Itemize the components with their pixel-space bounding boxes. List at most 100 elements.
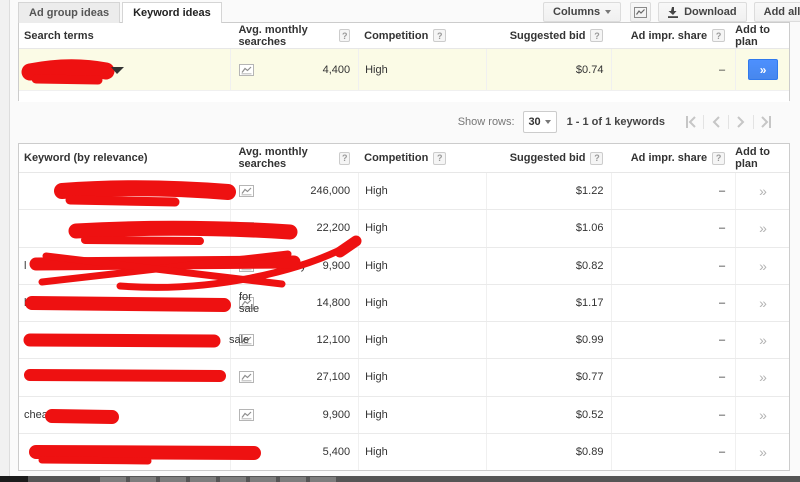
add-to-plan-button[interactable]: » <box>759 220 767 237</box>
line-chart-icon[interactable] <box>239 63 255 76</box>
chevron-down-icon <box>544 120 551 124</box>
help-icon[interactable]: ? <box>433 151 447 165</box>
ad-impr-share-value: – <box>611 210 735 247</box>
add-to-plan-button[interactable]: » <box>759 443 767 460</box>
line-chart-icon[interactable] <box>239 445 255 458</box>
col-header-suggested-bid: Suggested bid ? <box>486 29 612 42</box>
table-row: 27,100 High $0.77 – » <box>19 359 789 397</box>
keyword-cell: sale <box>19 322 249 358</box>
competition-value: High <box>358 396 486 433</box>
keyword-visible-suffix: for sale <box>239 290 260 315</box>
add-to-plan-button[interactable]: » <box>747 59 778 80</box>
add-to-plan-button[interactable]: » <box>759 257 767 274</box>
suggested-bid-value: $0.99 <box>485 322 612 359</box>
keyword-ideas-panel: Keyword (by relevance) Avg. monthly sear… <box>18 143 790 471</box>
search-terms-panel: Search terms Avg. monthly searches ? Com… <box>18 22 790 102</box>
competition-value: High <box>358 210 486 247</box>
suggested-bid-value: $1.22 <box>485 173 612 210</box>
taskbar-sliver <box>0 476 800 482</box>
add-all-button[interactable]: Add all (697) <box>753 2 800 22</box>
col-header-ad-impr-share: Ad impr. share ? <box>611 29 735 42</box>
help-icon[interactable]: ? <box>712 29 726 42</box>
download-button[interactable]: Download <box>658 2 747 22</box>
keyword-cell <box>19 210 230 246</box>
keyword-visible-suffix: ry <box>297 259 307 272</box>
competition-value: High <box>358 247 486 284</box>
col-header-competition: Competition ? <box>358 151 486 165</box>
pager-controls <box>679 113 778 131</box>
keyword-visible-prefix: l <box>24 259 27 272</box>
suggested-bid-value: $0.74 <box>485 49 612 90</box>
ad-impr-share-value: – <box>611 396 735 433</box>
download-icon <box>668 6 679 18</box>
line-chart-icon[interactable] <box>239 259 255 272</box>
first-page-icon[interactable] <box>679 113 703 131</box>
results-tabbar: Ad group ideas Keyword ideas <box>18 2 222 23</box>
columns-button[interactable]: Columns <box>543 2 622 22</box>
pagination-range-text: 1 - 1 of 1 keywords <box>566 116 665 128</box>
tab-keyword-ideas[interactable]: Keyword ideas <box>122 2 222 23</box>
keyword-cell: l for sale <box>19 285 259 321</box>
ad-impr-share-value: – <box>611 173 735 210</box>
col-header-add-to-plan: Add to plan <box>735 146 770 170</box>
search-terms-header-row: Search terms Avg. monthly searches ? Com… <box>19 23 789 49</box>
add-to-plan-button[interactable]: » <box>759 369 767 386</box>
next-page-icon[interactable] <box>729 113 753 131</box>
table-row: l for sale 14,800 High $1.17 – » <box>19 284 789 322</box>
add-all-button-label: Add all (697) <box>763 6 800 18</box>
avg-monthly-searches-value: 9,900 <box>322 259 351 272</box>
suggested-bid-value: $1.06 <box>485 210 612 247</box>
col-header-search-terms: Search terms <box>24 29 94 42</box>
add-to-plan-button[interactable]: » <box>759 332 767 349</box>
show-rows-label: Show rows: <box>457 116 515 128</box>
add-to-plan-button[interactable]: » <box>759 406 767 423</box>
line-chart-icon[interactable] <box>239 296 255 309</box>
left-margin-rail <box>0 0 10 482</box>
ad-impr-share-value: – <box>611 433 735 470</box>
avg-monthly-searches-value: 246,000 <box>310 185 351 198</box>
avg-monthly-searches-value: 27,100 <box>316 371 351 384</box>
competition-value: High <box>358 284 486 321</box>
help-icon[interactable]: ? <box>590 151 604 165</box>
search-term-row: 4,400 High $0.74 – » <box>19 49 789 90</box>
keyword-rows: 246,000 High $1.22 – » 22,200 High $1.06… <box>19 173 789 470</box>
last-page-icon[interactable] <box>754 113 778 131</box>
line-chart-icon[interactable] <box>239 408 255 421</box>
keyword-visible-prefix: cheap l <box>24 408 60 421</box>
table-row: 22,200 High $1.06 – » <box>19 210 789 248</box>
ad-impr-share-value: – <box>611 284 735 321</box>
ad-impr-share-value: – <box>611 49 735 90</box>
keyword-cell: cheap l <box>19 397 230 433</box>
download-button-label: Download <box>684 6 737 18</box>
search-term-keyword-cell <box>19 49 230 90</box>
show-rows-select[interactable]: 30 <box>522 111 557 133</box>
avg-monthly-searches-value: 12,100 <box>316 334 351 347</box>
avg-monthly-searches-value: 9,900 <box>322 408 351 421</box>
help-icon[interactable]: ? <box>712 151 726 165</box>
line-chart-icon[interactable] <box>239 334 255 347</box>
keyword-cell: l ry <box>19 248 306 284</box>
add-to-plan-button[interactable]: » <box>759 294 767 311</box>
line-chart-icon[interactable] <box>239 371 255 384</box>
suggested-bid-value: $0.82 <box>485 247 612 284</box>
help-icon[interactable]: ? <box>339 151 351 165</box>
col-header-keyword-by-relevance: Keyword (by relevance) <box>24 152 148 164</box>
tab-ad-group-ideas[interactable]: Ad group ideas <box>18 2 121 23</box>
help-icon[interactable]: ? <box>433 29 447 42</box>
chevron-down-icon <box>605 10 612 14</box>
table-row: 5,400 High $0.89 – » <box>19 433 789 470</box>
keyword-visible-suffix: sale <box>229 334 250 347</box>
suggested-bid-value: $0.77 <box>485 359 612 396</box>
suggested-bid-value: $1.17 <box>485 284 612 321</box>
help-icon[interactable]: ? <box>339 29 351 42</box>
avg-monthly-searches-value: 14,800 <box>316 296 351 309</box>
line-chart-icon[interactable] <box>239 185 255 198</box>
add-to-plan-button[interactable]: » <box>759 183 767 200</box>
help-icon[interactable]: ? <box>590 29 604 42</box>
col-header-add-to-plan: Add to plan <box>735 23 770 48</box>
line-chart-icon[interactable] <box>239 222 255 235</box>
previous-page-icon[interactable] <box>704 113 728 131</box>
trend-chart-button[interactable] <box>630 2 652 22</box>
avg-monthly-searches-value: 4,400 <box>322 63 351 76</box>
competition-value: High <box>358 322 486 359</box>
